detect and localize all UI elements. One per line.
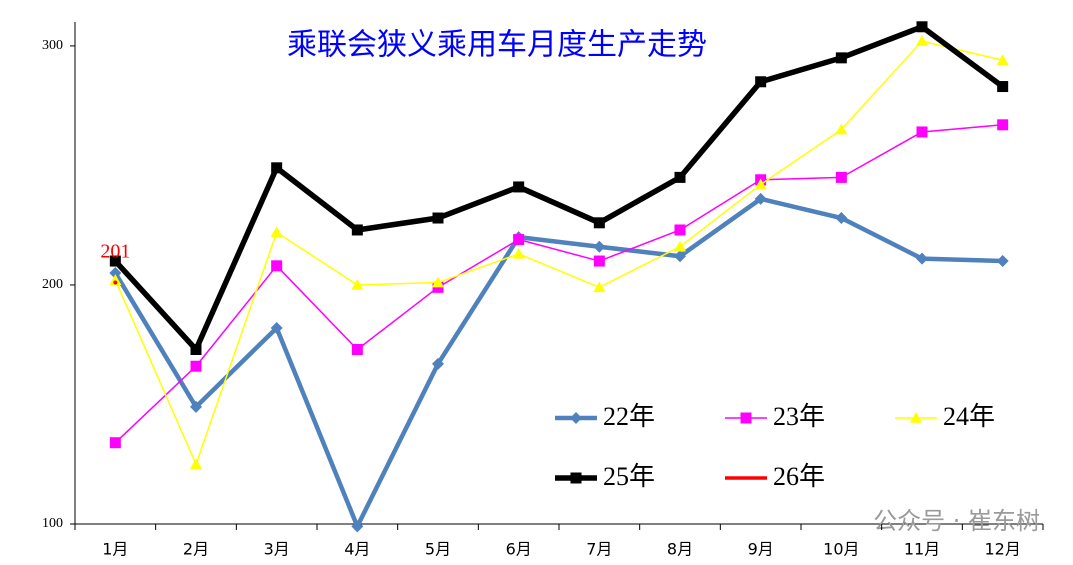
marker — [754, 192, 767, 205]
marker — [432, 212, 444, 224]
x-tick-label: 4月 — [344, 540, 370, 559]
marker — [351, 224, 363, 236]
marker — [674, 250, 686, 263]
x-tick-label: 8月 — [667, 540, 693, 559]
y-tick-label: 300 — [42, 38, 63, 53]
series-line — [113, 24, 1005, 353]
legend-marker — [570, 412, 582, 424]
x-tick-label: 7月 — [586, 540, 612, 559]
marker — [512, 247, 525, 259]
marker — [593, 255, 605, 267]
marker — [271, 260, 283, 272]
marker — [593, 281, 606, 293]
x-tick-label: 9月 — [748, 540, 774, 559]
y-tick-label: 100 — [42, 516, 63, 531]
marker — [109, 267, 122, 279]
marker — [513, 181, 525, 193]
marker — [996, 255, 1009, 268]
legend-marker — [740, 412, 752, 424]
legend-label: 22年 — [603, 402, 655, 431]
marker — [190, 400, 202, 413]
marker — [754, 178, 767, 190]
marker — [109, 255, 121, 267]
marker — [109, 437, 121, 449]
marker — [432, 357, 444, 370]
marker — [916, 126, 928, 138]
x-tick-label: 12月 — [984, 540, 1020, 559]
legend-label: 23年 — [773, 402, 825, 431]
marker — [351, 278, 364, 290]
marker — [997, 81, 1009, 93]
marker — [270, 226, 283, 238]
x-tick-label: 1月 — [102, 540, 128, 559]
legend-label: 24年 — [943, 402, 995, 431]
marker — [593, 217, 605, 229]
marker — [190, 343, 202, 355]
x-tick-label: 3月 — [264, 540, 290, 559]
x-tick-label: 2月 — [183, 540, 209, 559]
marker — [190, 458, 202, 470]
marker — [271, 162, 283, 174]
series-line — [114, 40, 1003, 465]
legend-marker — [570, 472, 582, 484]
marker — [755, 76, 767, 88]
legend-label: 25年 — [603, 462, 655, 491]
x-tick-label: 5月 — [425, 540, 451, 559]
marker — [997, 119, 1009, 131]
data-label: 201 — [100, 241, 130, 263]
marker — [351, 520, 364, 533]
y-tick-label: 200 — [42, 277, 63, 292]
x-tick-label: 11月 — [904, 540, 940, 559]
marker — [916, 35, 928, 46]
marker — [593, 240, 606, 253]
marker — [190, 360, 202, 372]
marker — [916, 21, 928, 33]
legend-marker — [910, 412, 922, 423]
series-line — [113, 196, 1003, 529]
marker — [835, 212, 848, 225]
marker — [351, 343, 363, 355]
marker — [835, 52, 847, 64]
marker — [835, 171, 847, 183]
series-line — [114, 124, 1003, 444]
marker — [513, 234, 525, 246]
marker — [674, 171, 686, 183]
legend-label: 26年 — [773, 462, 825, 491]
point — [113, 280, 118, 285]
marker — [674, 240, 686, 252]
marker — [270, 321, 283, 334]
x-tick-label: 10月 — [823, 540, 859, 559]
marker — [916, 252, 928, 265]
chart-title: 乘联会狭义乘用车月度生产走势 — [287, 28, 707, 63]
marker — [996, 54, 1009, 66]
marker — [432, 276, 444, 288]
marker — [109, 274, 122, 285]
watermark: 公众号 · 崔东树 — [873, 507, 1040, 535]
x-tick-label: 6月 — [506, 540, 532, 559]
marker — [835, 123, 848, 135]
marker — [674, 224, 686, 236]
